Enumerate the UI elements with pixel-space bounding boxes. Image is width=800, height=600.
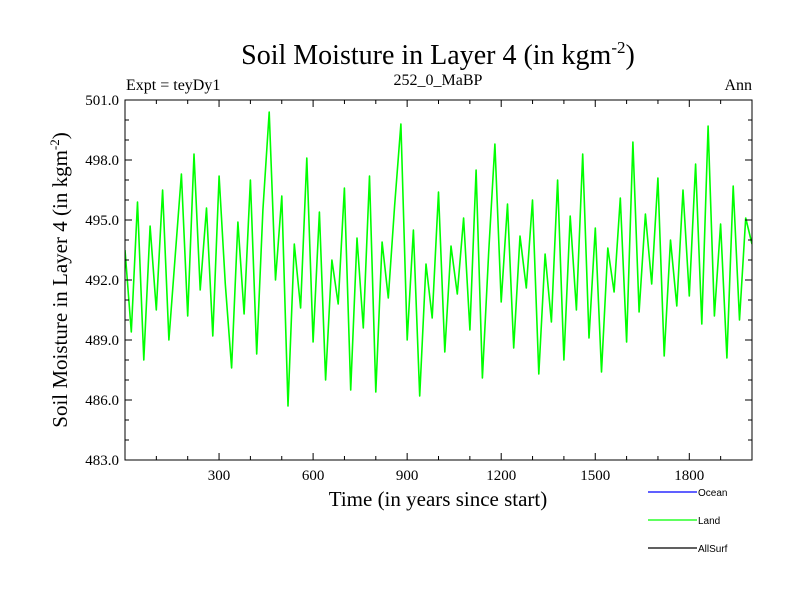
series-line-land bbox=[125, 111, 752, 407]
x-tick-label: 600 bbox=[302, 468, 325, 484]
x-tick-label: 1800 bbox=[674, 468, 704, 484]
legend-label-ocean: Ocean bbox=[698, 488, 727, 499]
x-axis-label: Time (in years since start) bbox=[329, 487, 548, 511]
y-axis: 483.0 486.0 489.0 492.0 495.0 498.0 501.0 bbox=[85, 93, 752, 469]
y-tick-label: 483.0 bbox=[85, 453, 119, 469]
subtitle-right: Ann bbox=[724, 77, 752, 94]
y-tick-label: 501.0 bbox=[85, 93, 119, 109]
x-tick-label: 900 bbox=[396, 468, 419, 484]
y-axis-label: Soil Moisture in Layer 4 (in kgm-2) bbox=[47, 132, 72, 427]
y-axis-label-end: ) bbox=[48, 132, 72, 139]
y-tick-label: 498.0 bbox=[85, 153, 119, 169]
chart-title-sup: -2 bbox=[611, 38, 625, 57]
series-group bbox=[125, 111, 752, 407]
y-tick-label: 489.0 bbox=[85, 333, 119, 349]
x-axis: 300 600 900 1200 1500 1800 bbox=[155, 100, 722, 484]
chart-title: Soil Moisture in Layer 4 (in kgm-2) bbox=[241, 38, 635, 71]
legend-label-allsurf: AllSurf bbox=[698, 544, 728, 555]
chart-title-end: ) bbox=[626, 40, 635, 71]
y-tick-label: 492.0 bbox=[85, 273, 119, 289]
x-tick-label: 1500 bbox=[580, 468, 610, 484]
legend-label-land: Land bbox=[698, 516, 720, 527]
x-tick-label: 1200 bbox=[486, 468, 516, 484]
legend: Ocean Land AllSurf bbox=[648, 488, 728, 555]
y-tick-label: 495.0 bbox=[85, 213, 119, 229]
y-axis-label-sup: -2 bbox=[47, 139, 62, 150]
subtitle-left: Expt = teyDy1 bbox=[126, 77, 220, 94]
x-tick-label: 300 bbox=[208, 468, 231, 484]
y-tick-label: 486.0 bbox=[85, 393, 119, 409]
plot-frame bbox=[124, 99, 753, 461]
subtitle-center: 252_0_MaBP bbox=[394, 72, 483, 89]
